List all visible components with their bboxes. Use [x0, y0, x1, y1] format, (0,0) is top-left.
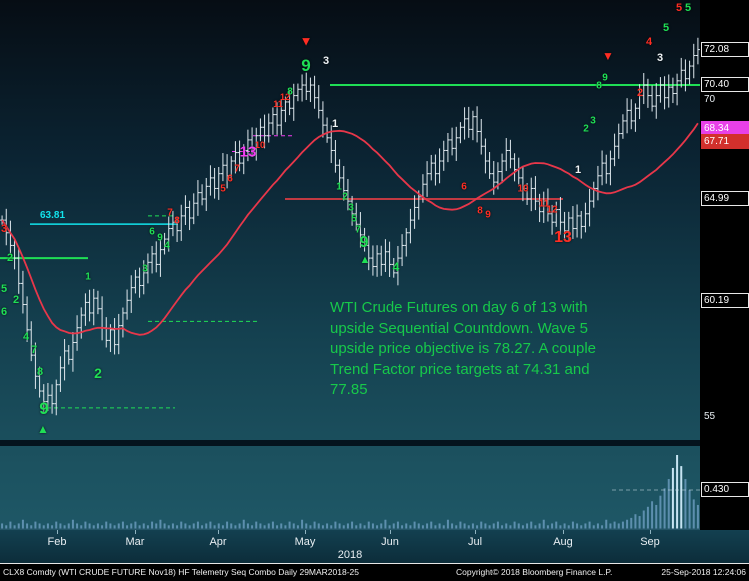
seq-count-label: 12 [546, 204, 558, 216]
seq-count-label: 8 [596, 80, 602, 92]
month-label: May [294, 536, 316, 548]
seq-count-label: 1 [336, 181, 342, 193]
price-axis-label: 64.99 [701, 191, 749, 207]
price-axis-label: 70 [704, 94, 716, 106]
note-line: Trend Factor price targets at 74.31 and [330, 360, 590, 378]
note-line: upside price objective is 78.27. A coupl… [330, 340, 597, 357]
seq-count-label: 9 [301, 56, 311, 75]
seq-count-label: 9 [39, 399, 49, 418]
seq-count-label: 5 [351, 213, 357, 225]
month-tick [305, 530, 306, 534]
seq-count-label: 9 [157, 232, 163, 244]
seq-count-label: 3 [590, 115, 596, 127]
note-line: upside Sequential Countdown. Wave 5 [330, 319, 588, 337]
seq-count-label: 6 [0, 306, 8, 318]
seq-count-label: 8 [174, 215, 180, 227]
seq-count-label: 3 [322, 55, 330, 67]
buy-arrow-icon: ▲ [37, 422, 49, 436]
price-axis-label: 70.40 [701, 77, 749, 93]
seq-count-label: 2 [6, 252, 14, 264]
volume-axis-label: 0.430 [701, 482, 749, 497]
seq-count-label: 6 [461, 181, 467, 193]
note-line: WTI Crude Futures on day 6 of 13 with [330, 299, 588, 316]
month-label: Mar [125, 536, 145, 548]
month-tick [390, 530, 391, 534]
price-axis-label: 67.71 [701, 133, 749, 149]
seq-count-label: 5 [675, 2, 683, 14]
security-description: CLX8 Comdty (WTI CRUDE FUTURE Nov18) HF … [3, 567, 359, 577]
seq-count-label: 3 [0, 223, 8, 235]
seq-count-label: 4 [164, 240, 170, 252]
seq-count-label: 3 [142, 263, 148, 275]
seq-count-label: 1 [331, 118, 339, 130]
seq-count-label: 9 [359, 234, 369, 251]
seq-count-label: 3 [656, 52, 664, 64]
seq-count-label: 2 [342, 191, 348, 203]
analyst-note: WTI Crude Futures on day 6 of 13 with ups… [330, 298, 690, 401]
seq-count-label: 5 [220, 183, 226, 195]
seq-count-label: 13 [239, 143, 257, 161]
seq-count-label: 1 [574, 164, 582, 176]
month-tick [57, 530, 58, 534]
copyright-text: Copyright© 2018 Bloomberg Finance L.P. [456, 567, 613, 577]
sell-arrow-icon: ▼ [299, 33, 313, 49]
seq-count-label: 8 [477, 205, 483, 217]
seq-count-label: 10 [517, 183, 529, 195]
timestamp: 25-Sep-2018 12:24:06 [661, 567, 746, 577]
seq-count-label: 5 [662, 22, 670, 34]
price-chart-panel[interactable]: 3 2 5 2 6 4 7 8 9 2 1 3 6 9 4 7 8 5 6 7 10 13 11 12 8 9 3 1 1 2 3 5 7 9 4 6… [0, 0, 749, 530]
seq-count-label: 8 [287, 86, 293, 98]
month-tick [218, 530, 219, 534]
chart-canvas[interactable] [0, 0, 749, 530]
seq-count-label: 4 [645, 36, 653, 48]
month-label: Jun [381, 536, 399, 548]
seq-count-label: 4 [22, 331, 30, 343]
month-tick [563, 530, 564, 534]
month-label: Jul [467, 536, 483, 548]
month-label: Feb [47, 536, 67, 548]
note-line: 77.85 [330, 381, 368, 398]
sell-arrow-icon: ▼ [602, 49, 614, 63]
price-axis-label: 55 [704, 411, 716, 423]
seq-count-label: 7 [234, 163, 240, 175]
month-tick [650, 530, 651, 534]
seq-count-label: 9 [485, 209, 491, 221]
seq-count-label: 5 [0, 283, 8, 295]
seq-count-label: 2 [94, 365, 102, 381]
seq-count-label: 7 [355, 224, 361, 236]
price-axis-label: 72.08 [701, 41, 749, 57]
seq-count-label: 4 [392, 260, 400, 274]
month-label: Aug [553, 536, 573, 548]
seq-count-label: 5 [684, 2, 692, 14]
seq-count-label: 12 [279, 92, 291, 102]
year-label: 2018 [337, 549, 363, 561]
seq-count-label: 7 [30, 344, 38, 356]
seq-count-label: 6 [227, 173, 233, 185]
seq-count-label: 3 [348, 202, 354, 214]
seq-count-label: 8 [36, 366, 44, 378]
seq-count-label: 1 [85, 271, 91, 283]
month-label: Apr [209, 536, 227, 548]
seq-count-label: 6 [149, 226, 155, 238]
price-axis: 70 55 72.08 70.40 68.34 67.71 64.99 60.19 0.430 [700, 0, 749, 530]
seq-count-label: 11 [273, 99, 283, 109]
month-label: Sep [640, 536, 660, 548]
seq-count-label: 2 [583, 123, 589, 135]
price-axis-label: 60.19 [701, 292, 749, 308]
month-tick [475, 530, 476, 534]
time-axis: 2018 Feb Mar Apr May Jun Jul Aug Sep [0, 530, 749, 563]
seq-count-label: 7 [167, 207, 173, 219]
seq-count-label: 2 [12, 294, 20, 306]
seq-count-label: 11 [538, 198, 550, 210]
status-bar: CLX8 Comdty (WTI CRUDE FUTURE Nov18) HF … [0, 563, 749, 581]
seq-count-label: 9 [602, 72, 608, 84]
month-tick [135, 530, 136, 534]
level-price-label: 63.81 [40, 210, 66, 221]
seq-count-label: 10 [254, 140, 266, 150]
seq-count-label: 13 [554, 229, 572, 246]
seq-count-label: 2 [636, 87, 644, 99]
buy-arrow-icon: ▲ [359, 254, 371, 266]
